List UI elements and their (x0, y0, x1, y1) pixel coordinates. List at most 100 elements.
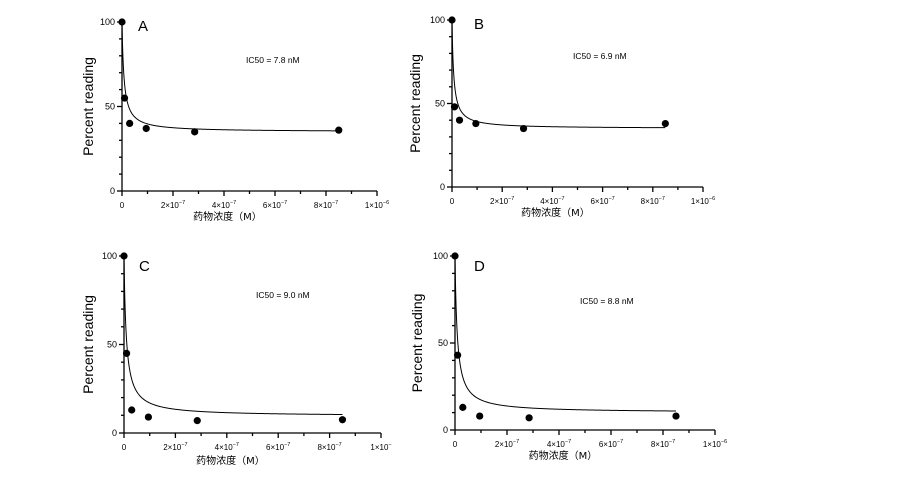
x-tick-label: 2×10−7 (161, 200, 185, 210)
x-tick-label: 1×10− (370, 442, 391, 452)
y-tick-label: 0 (440, 182, 445, 192)
x-tick-mantissa: 2×10 (495, 440, 514, 449)
data-point (672, 412, 680, 420)
y-tick-label: 50 (438, 338, 448, 348)
panel-letter-c: C (139, 258, 150, 275)
x-tick-mantissa: 0 (120, 201, 125, 210)
x-tick-label: 4×10−7 (547, 439, 571, 449)
x-tick-label: 0 (450, 197, 455, 206)
x-tick-mantissa: 4×10 (215, 443, 234, 452)
x-axis-label: 药物浓度（M） (529, 449, 598, 462)
data-point (126, 119, 134, 127)
panel-letter-b: B (474, 16, 484, 33)
data-point (193, 417, 201, 425)
data-point (144, 413, 153, 421)
y-axis-label: Percent reading (80, 295, 96, 394)
x-tick-mantissa: 4×10 (212, 201, 231, 210)
data-point (455, 116, 464, 124)
panel-letter-d: D (474, 258, 485, 275)
y-tick-label: 100 (433, 251, 448, 261)
x-tick-exponent: −7 (617, 439, 623, 445)
data-point (191, 128, 199, 136)
x-tick-label: 0 (453, 440, 458, 449)
x-tick-mantissa: 2×10 (161, 201, 180, 210)
x-tick-exponent: −7 (230, 200, 236, 206)
x-tick-label: 6×10−7 (263, 200, 287, 210)
x-tick-label: 6×10−7 (599, 439, 623, 449)
data-point (472, 119, 480, 128)
y-tick-label: 100 (100, 17, 115, 27)
x-tick-label: 1×10−6 (703, 439, 727, 449)
x-tick-label: 2×10−7 (163, 442, 187, 452)
y-tick-label: 50 (107, 340, 117, 350)
y-tick-label: 100 (102, 251, 117, 261)
x-tick-mantissa: 4×10 (547, 440, 566, 449)
ic50-annotation: IC50 = 6.9 nM (573, 51, 627, 61)
data-point (335, 126, 343, 134)
x-tick-exponent: −7 (508, 196, 514, 202)
x-tick-mantissa: 6×10 (599, 440, 618, 449)
ic50-annotation: IC50 = 9.0 nM (256, 290, 310, 300)
x-tick-label: 0 (120, 201, 125, 210)
y-tick-label: 50 (435, 99, 445, 109)
x-tick-label: 4×10−7 (215, 442, 239, 452)
fit-curve (451, 20, 666, 129)
x-tick-mantissa: 0 (453, 440, 458, 449)
y-tick-label: 0 (443, 425, 448, 435)
x-tick-exponent: −7 (513, 439, 519, 445)
x-tick-label: 8×10−7 (651, 439, 675, 449)
x-tick-label: 6×10−7 (266, 442, 290, 452)
panel-letter-a: A (138, 18, 148, 35)
y-axis-label: Percent reading (409, 294, 425, 393)
y-tick-label: 50 (105, 102, 115, 112)
x-tick-mantissa: 0 (450, 197, 455, 206)
ic50-annotation: IC50 = 7.8 nM (246, 55, 300, 65)
y-axis-label: Percent reading (80, 57, 96, 156)
ic50-annotation: IC50 = 8.8 nM (580, 296, 634, 306)
x-tick-label: 1×10−6 (365, 200, 389, 210)
data-point (525, 414, 533, 422)
y-tick-label: 0 (112, 428, 117, 438)
x-tick-exponent: −7 (233, 442, 239, 448)
x-tick-mantissa: 6×10 (590, 197, 609, 206)
data-point (118, 18, 126, 26)
x-tick-label: 2×10−7 (495, 439, 519, 449)
x-tick-mantissa: 6×10 (266, 443, 285, 452)
data-point (451, 252, 459, 260)
x-tick-label: 6×10−7 (590, 196, 614, 206)
y-tick-label: 100 (430, 15, 445, 25)
x-tick-exponent: −7 (332, 200, 338, 206)
data-point (450, 103, 459, 111)
data-point (448, 16, 456, 24)
y-tick-label: 0 (110, 186, 115, 196)
x-tick-mantissa: 6×10 (263, 201, 282, 210)
data-point (454, 351, 462, 359)
x-tick-label: 0 (122, 443, 127, 452)
x-tick-mantissa: 1×10 (703, 440, 722, 449)
x-tick-mantissa: 8×10 (641, 197, 660, 206)
x-tick-mantissa: 8×10 (317, 443, 336, 452)
x-tick-exponent: −6 (709, 196, 715, 202)
data-point (338, 416, 347, 424)
x-tick-exponent: −7 (335, 442, 341, 448)
x-axis-label: 药物浓度（M） (521, 206, 590, 219)
data-point (476, 412, 484, 420)
x-tick-label: 2×10−7 (490, 196, 514, 206)
x-tick-exponent: − (388, 442, 391, 448)
x-tick-label: 8×10−7 (314, 200, 338, 210)
x-tick-mantissa: 8×10 (651, 440, 670, 449)
x-tick-label: 8×10−7 (317, 442, 341, 452)
x-axis-label: 药物浓度（M） (193, 210, 262, 223)
x-tick-mantissa: 8×10 (314, 201, 333, 210)
x-tick-exponent: −7 (565, 439, 571, 445)
x-tick-mantissa: 0 (122, 443, 127, 452)
x-tick-label: 1×10−6 (691, 196, 715, 206)
x-tick-mantissa: 2×10 (163, 443, 182, 452)
data-point (128, 406, 136, 414)
x-tick-exponent: −7 (659, 196, 665, 202)
